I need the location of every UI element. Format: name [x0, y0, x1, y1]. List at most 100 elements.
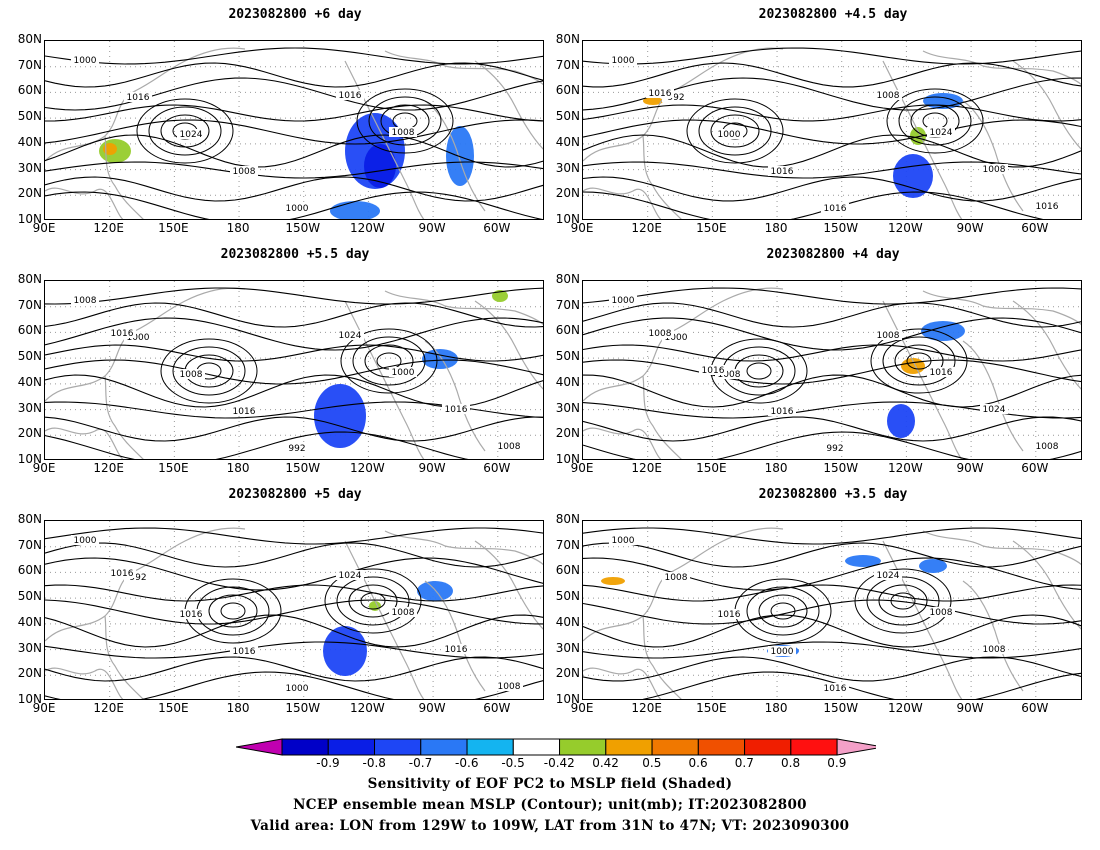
map-canvas-1: 1000 1016 1024 1008 1000 1016 1008: [45, 41, 543, 219]
mslp-contour: [583, 62, 1081, 88]
mslp-contour: [758, 594, 808, 628]
lat-label: 70N: [555, 297, 580, 312]
contour-label: 1024: [339, 571, 362, 581]
lat-label: 20N: [555, 186, 580, 201]
lat-label: 70N: [17, 297, 42, 312]
colorbar-tick-label: -0.8: [362, 756, 386, 770]
lat-label: 50N: [555, 109, 580, 124]
lon-label: 120E: [93, 221, 124, 235]
coastline: [583, 427, 662, 459]
contour-label-bg: [177, 129, 205, 139]
lon-label: 120W: [350, 461, 385, 475]
colorbar-segment: [697, 738, 746, 756]
contour-label: 1016: [718, 610, 741, 620]
contour-label: 1016: [1036, 202, 1059, 212]
coastline: [384, 290, 543, 326]
lon-label: 60W: [1021, 221, 1049, 235]
coastline: [344, 540, 425, 699]
mslp-contour: [45, 542, 543, 568]
mslp-contour: [583, 431, 1081, 459]
contour-label-bg: [124, 572, 152, 582]
mslp-contour: [878, 584, 928, 618]
contour-label-bg: [699, 365, 727, 375]
sensitivity-shading: [323, 626, 367, 676]
contour-label-bg: [177, 369, 205, 379]
colorbar-segment: [281, 738, 329, 756]
coastline: [344, 60, 425, 219]
coastline: [424, 580, 486, 692]
contour-label: 1016: [930, 368, 953, 378]
contour-label-bg: [715, 369, 743, 379]
lat-label: 70N: [555, 537, 580, 552]
colorbar-segment: [605, 738, 653, 756]
contour-label: 1016: [445, 405, 468, 415]
mslp-contour: [45, 557, 543, 591]
contour-label-bg: [646, 88, 674, 98]
mslp-contour: [866, 576, 940, 626]
contour-label-bg: [336, 90, 364, 100]
coastline: [474, 60, 543, 150]
contour-label-bg: [442, 644, 470, 654]
map-canvas-6: 1000 1008 1016 1000 1016 1024 1008 1008: [583, 521, 1081, 699]
mslp-contour: [45, 47, 543, 65]
mslp-contour: [922, 112, 948, 130]
sensitivity-shading: [887, 404, 915, 438]
mslp-contour: [583, 104, 1081, 122]
mslp-contour: [698, 106, 772, 156]
panel-title-5: 2023082800 +5 day: [228, 487, 362, 502]
contour-label-bg: [768, 166, 796, 176]
lon-label: 120W: [350, 221, 385, 235]
contour-label: 1008: [983, 165, 1006, 175]
lat-label: 80N: [555, 512, 580, 526]
contour-label: 1000: [612, 536, 635, 546]
contour-label: 1008: [498, 682, 521, 692]
contour-label-bg: [609, 535, 637, 545]
panel-title-4: 2023082800 +4 day: [766, 247, 900, 262]
colorbar-segment: [466, 738, 514, 756]
contour-label: 1000: [665, 333, 688, 343]
footer-line-2: NCEP ensemble mean MSLP (Contour); unit(…: [293, 797, 807, 813]
contour-label: 1000: [612, 296, 635, 306]
contour-label-bg: [336, 330, 364, 340]
lon-label: 180: [226, 701, 250, 715]
contour-label-bg: [980, 164, 1008, 174]
coastline: [1012, 300, 1081, 390]
mslp-contour: [45, 104, 543, 122]
lon-label: 120W: [350, 701, 385, 715]
lat-label: 80N: [17, 272, 42, 286]
lon-label: 60W: [483, 701, 511, 715]
contour-label-bg: [874, 570, 902, 580]
contour-label-bg: [389, 367, 417, 377]
contour-label: 1016: [339, 91, 362, 101]
mslp-contour: [45, 431, 469, 459]
mslp-contour: [148, 106, 222, 156]
contour-label-bg: [821, 443, 849, 453]
mslp-contour: [642, 671, 1081, 699]
mslp-contour: [890, 592, 916, 610]
lat-label: 60N: [555, 323, 580, 338]
lon-label: 120E: [631, 701, 662, 715]
coastline: [583, 527, 784, 642]
contour-label-bg: [662, 572, 690, 582]
mslp-contour: [356, 88, 454, 154]
map-panel-4: 1000 1000 1008 1016 992 1008 1016 1024 1008 1008 1…: [582, 280, 1082, 460]
mslp-contour: [583, 176, 1081, 202]
lon-label: 120E: [93, 461, 124, 475]
mslp-contour: [45, 317, 543, 351]
lon-label: 60W: [1021, 701, 1049, 715]
contour-label-bg: [1033, 441, 1061, 451]
lat-label: 10N: [17, 452, 42, 466]
contour-label-bg: [230, 166, 258, 176]
lon-label: 180: [764, 221, 788, 235]
lon-label: 90E: [570, 221, 594, 235]
lat-label: 60N: [17, 563, 42, 578]
lon-label: 150W: [285, 221, 321, 235]
lat-label: 30N: [555, 160, 580, 175]
mslp-contour: [45, 344, 543, 362]
coastline: [104, 375, 144, 459]
mslp-contour: [583, 302, 1081, 328]
coastline: [424, 100, 486, 212]
coastline: [45, 667, 124, 699]
contour-label: 1008: [180, 370, 203, 380]
colorbar-tick-label: 0.8: [781, 756, 801, 770]
